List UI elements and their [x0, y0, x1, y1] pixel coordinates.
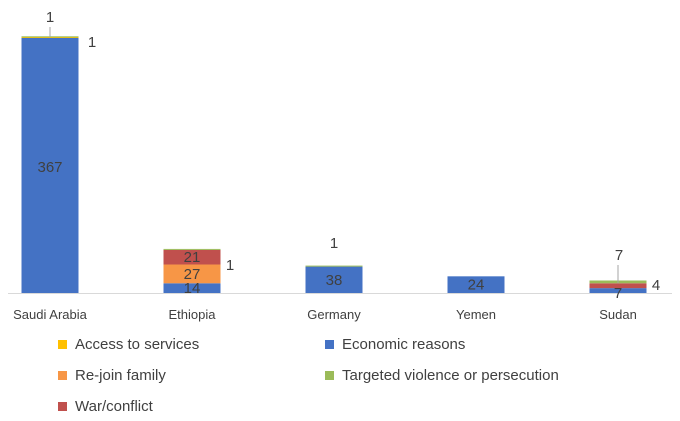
- data-label: 7: [615, 247, 623, 264]
- data-label: 1: [330, 235, 338, 252]
- data-label: 27: [184, 266, 201, 283]
- legend-item: Economic reasons: [325, 336, 465, 353]
- bar-segment-saudi-arabia-economic-reasons: [21, 38, 79, 293]
- chart-plot: Saudi Arabia Ethiopia Germany Yemen Sudan 367…: [8, 9, 672, 322]
- legend-label: Re-join family: [75, 367, 166, 384]
- legend-label: Access to services: [75, 336, 200, 353]
- legend-swatch: [325, 340, 334, 349]
- bar-segment-saudi-arabia-access-to-services: [21, 37, 79, 38]
- legend-swatch: [325, 371, 334, 380]
- bar-segment-ethiopia-targeted-violence-or-persecution: [163, 248, 221, 250]
- legend-item: Re-join family: [58, 367, 166, 384]
- data-label: 7: [614, 285, 622, 302]
- x-tick-label: Saudi Arabia: [13, 307, 87, 322]
- data-label: 1: [226, 257, 234, 274]
- x-tick-label: Germany: [307, 307, 361, 322]
- legend-label: War/conflict: [75, 398, 153, 415]
- data-label: 1: [46, 9, 54, 26]
- legend-swatch: [58, 340, 67, 349]
- data-label: 4: [652, 277, 660, 294]
- bar-segment-germany-economic-reasons: [305, 266, 363, 293]
- data-label: 24: [468, 277, 485, 294]
- legend-item: Targeted violence or persecution: [325, 367, 559, 384]
- x-tick-label: Yemen: [456, 307, 496, 322]
- data-label: 21: [184, 249, 201, 266]
- chart-legend: Access to services Economic reasons Re-joi…: [0, 336, 680, 421]
- data-label: 38: [326, 272, 343, 289]
- bar-segment-germany-targeted-violence-or-persecution: [305, 265, 363, 267]
- bar-segment-sudan-economic-reasons: [589, 288, 647, 293]
- legend-item: War/conflict: [58, 398, 153, 415]
- legend-swatch: [58, 402, 67, 411]
- x-tick-label: Ethiopia: [169, 307, 217, 322]
- legend-label: Targeted violence or persecution: [342, 367, 559, 384]
- x-tick-label: Sudan: [599, 307, 637, 322]
- data-label: 367: [37, 159, 62, 176]
- bar-segment-sudan-war-conflict: [589, 283, 647, 289]
- data-label: 1: [88, 34, 96, 51]
- legend-swatch: [58, 371, 67, 380]
- bar-segment-ethiopia-war-conflict: [163, 249, 221, 265]
- bar-segment-ethiopia-re-join-family: [163, 264, 221, 284]
- legend-item: Access to services: [58, 336, 199, 353]
- bar-segment-yemen-economic-reasons: [447, 276, 505, 293]
- data-label: 14: [184, 280, 201, 297]
- legend-label: Economic reasons: [342, 336, 466, 353]
- bar-segment-ethiopia-economic-reasons: [163, 283, 221, 293]
